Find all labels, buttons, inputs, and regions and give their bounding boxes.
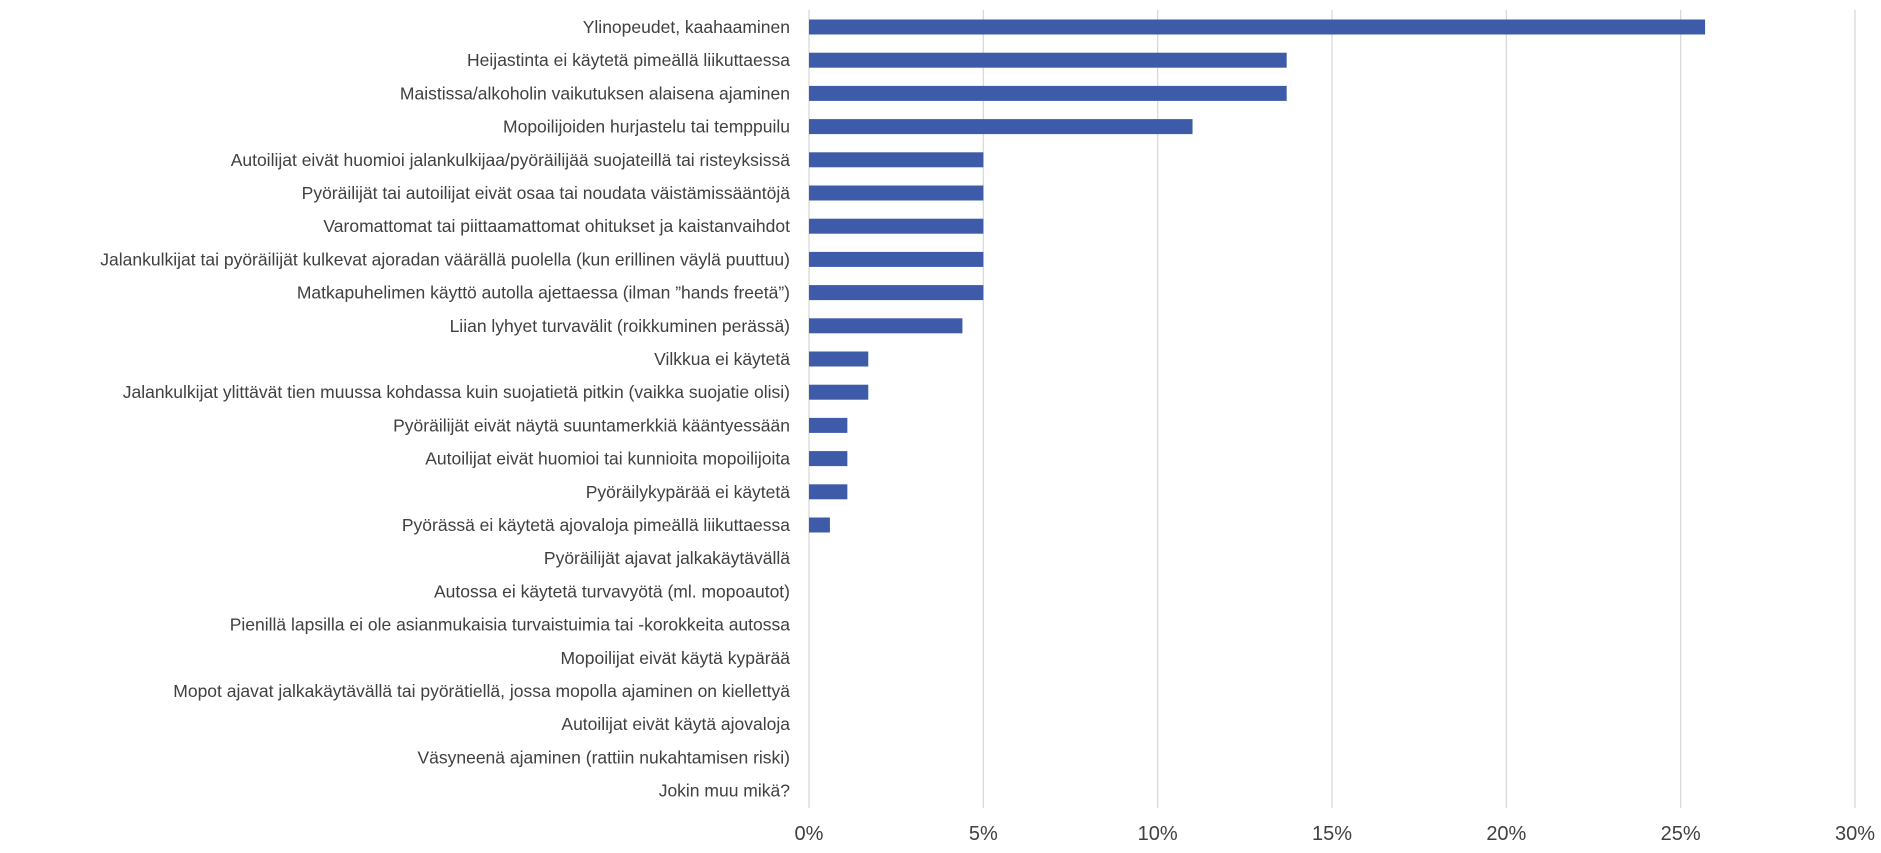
x-tick-label: 15% xyxy=(1312,823,1352,845)
category-label: Pyöräilykypärää ei käytetä xyxy=(586,482,791,502)
bar xyxy=(809,19,1706,35)
bar xyxy=(809,185,984,201)
category-label: Matkapuhelimen käyttö autolla ajettaessa… xyxy=(297,283,790,303)
x-tick-label: 20% xyxy=(1486,823,1526,845)
category-label: Autoilijat eivät huomioi tai kunnioita m… xyxy=(425,449,790,469)
bar xyxy=(809,52,1287,68)
category-label: Mopot ajavat jalkakäytävällä tai pyöräti… xyxy=(173,681,790,701)
category-label: Maistissa/alkoholin vaikutuksen alaisena… xyxy=(400,83,790,103)
category-label: Jalankulkijat tai pyöräilijät kulkevat a… xyxy=(100,249,790,269)
bar xyxy=(809,417,848,433)
category-label: Liian lyhyet turvavälit (roikkuminen per… xyxy=(450,316,790,336)
category-label: Väsyneenä ajaminen (rattiin nukahtamisen… xyxy=(417,747,790,767)
category-label: Mopoilijat eivät käytä kypärää xyxy=(560,648,790,668)
bar xyxy=(809,218,984,234)
bar xyxy=(809,484,848,500)
category-label: Ylinopeudet, kaahaaminen xyxy=(583,17,790,37)
category-labels: Ylinopeudet, kaahaaminen Heijastinta ei k… xyxy=(100,17,790,801)
bar xyxy=(809,384,869,400)
category-label: Pyöräilijät eivät näytä suuntamerkkiä kä… xyxy=(393,415,790,435)
category-label: Varomattomat tai piittaamattomat ohituks… xyxy=(323,216,790,236)
category-label: Pyörässä ei käytetä ajovaloja pimeällä l… xyxy=(402,515,790,535)
category-label: Autoilijat eivät käytä ajovaloja xyxy=(561,714,790,734)
bar xyxy=(809,152,984,168)
bar xyxy=(809,351,869,367)
category-label: Mopoilijoiden hurjastelu tai temppuilu xyxy=(503,117,790,137)
category-label: Heijastinta ei käytetä pimeällä liikutta… xyxy=(467,50,790,70)
x-tick-label: 5% xyxy=(969,823,998,845)
x-axis-tick-labels: 0% 5% 10% 15% 20% 25% 30% xyxy=(795,823,1876,845)
category-label: Vilkkua ei käytetä xyxy=(654,349,790,369)
bar xyxy=(809,251,984,267)
bar xyxy=(809,119,1193,135)
bar xyxy=(809,318,963,334)
x-tick-label: 0% xyxy=(795,823,824,845)
category-label: Pyöräilijät ajavat jalkakäytävällä xyxy=(544,548,790,568)
gridlines xyxy=(808,10,1856,808)
x-tick-label: 30% xyxy=(1835,823,1875,845)
bar xyxy=(809,517,830,533)
category-label: Pyöräilijät tai autoilijat eivät osaa ta… xyxy=(302,183,791,203)
bar xyxy=(809,451,848,467)
x-tick-label: 25% xyxy=(1661,823,1701,845)
bars xyxy=(809,19,1706,533)
category-label: Jokin muu mikä? xyxy=(659,781,791,801)
category-label: Pienillä lapsilla ei ole asianmukaisia t… xyxy=(230,615,791,635)
bar xyxy=(809,85,1287,101)
bar xyxy=(809,285,984,301)
category-label: Autossa ei käytetä turvavyötä (ml. mopoa… xyxy=(434,581,790,601)
x-tick-label: 10% xyxy=(1138,823,1178,845)
category-label: Autoilijat eivät huomioi jalankulkijaa/p… xyxy=(231,150,791,170)
category-label: Jalankulkijat ylittävät tien muussa kohd… xyxy=(123,382,790,402)
